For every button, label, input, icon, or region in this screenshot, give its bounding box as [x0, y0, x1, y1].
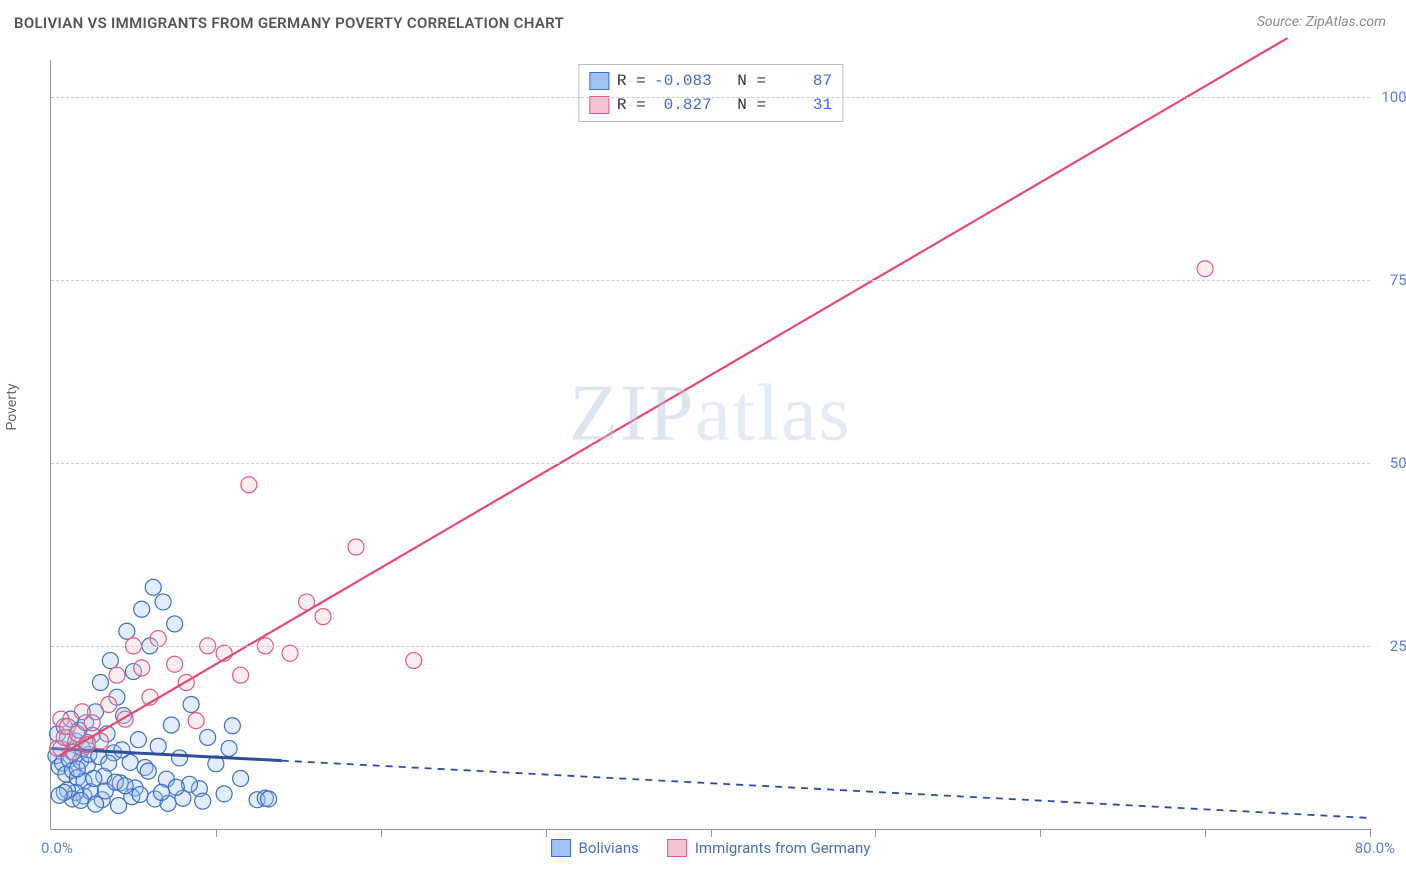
stats-R-value-0: -0.083 [654, 69, 712, 93]
legend-item-0: Bolivians [551, 839, 639, 857]
stats-row-series-0: R = -0.083 N = 87 [589, 69, 832, 93]
stats-N-label: N = [737, 69, 766, 93]
series-legend: Bolivians Immigrants from Germany [551, 839, 871, 857]
legend-item-1: Immigrants from Germany [667, 839, 871, 857]
y-tick-label: 100.0% [1381, 88, 1406, 106]
y-tick-label: 25.0% [1390, 637, 1406, 655]
stats-R-label: R = [617, 69, 646, 93]
swatch-series-1 [589, 96, 609, 114]
legend-label-0: Bolivians [579, 839, 639, 857]
source-attribution: Source: ZipAtlas.com [1257, 14, 1386, 30]
y-axis-label: Poverty [4, 383, 20, 430]
chart-title: BOLIVIAN VS IMMIGRANTS FROM GERMANY POVE… [14, 14, 564, 32]
scatter-plot-svg [51, 60, 1370, 829]
y-tick-label: 75.0% [1390, 271, 1406, 289]
swatch-series-0 [589, 72, 609, 90]
x-axis-start-label: 0.0% [41, 839, 73, 857]
chart-container: BOLIVIAN VS IMMIGRANTS FROM GERMANY POVE… [0, 0, 1406, 892]
x-axis-end-label: 80.0% [1355, 839, 1395, 857]
stats-N-value-0: 87 [774, 69, 832, 93]
legend-swatch-1 [667, 839, 687, 857]
y-tick-label: 50.0% [1390, 454, 1406, 472]
plot-area: ZIPatlas R = -0.083 N = 87 R = 0.827 N =… [50, 60, 1370, 830]
legend-swatch-0 [551, 839, 571, 857]
legend-label-1: Immigrants from Germany [695, 839, 871, 857]
correlation-stats-legend: R = -0.083 N = 87 R = 0.827 N = 31 [578, 64, 843, 122]
